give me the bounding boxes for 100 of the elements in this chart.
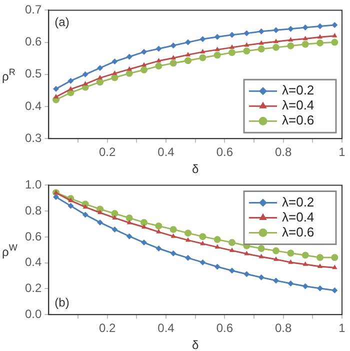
point	[214, 52, 221, 59]
point	[156, 245, 162, 252]
point	[317, 285, 323, 292]
point	[244, 250, 250, 256]
point	[229, 248, 235, 252]
y-tick-label: 1.0	[24, 178, 42, 192]
point	[258, 46, 265, 53]
point	[229, 32, 236, 38]
point	[331, 254, 338, 262]
point	[302, 261, 308, 266]
point	[53, 194, 60, 200]
point	[272, 44, 280, 51]
point	[141, 62, 147, 67]
legend-label: λ=0.6	[282, 224, 314, 240]
point	[170, 55, 176, 60]
x-axis-title: δ	[192, 162, 199, 176]
x-axis-title: δ	[192, 338, 199, 351]
point	[112, 214, 118, 220]
point	[302, 24, 308, 31]
point	[185, 52, 191, 56]
y-tick-label: 0.0	[24, 306, 42, 321]
x-tick-label: 0.2	[99, 321, 116, 336]
x-tick-label: 1	[338, 145, 346, 160]
point	[273, 278, 280, 284]
point	[53, 94, 59, 98]
legend-label: λ=0.4	[282, 209, 314, 224]
point	[332, 32, 338, 38]
point	[82, 212, 88, 218]
point	[273, 256, 279, 261]
x-tick-label: 0.4	[158, 321, 175, 336]
point	[302, 252, 309, 259]
point	[68, 198, 74, 202]
point	[302, 283, 308, 290]
x-tick-label: 0.2	[99, 145, 116, 160]
point	[317, 263, 323, 268]
point	[302, 36, 308, 40]
point	[156, 58, 162, 62]
point	[200, 36, 206, 42]
x-tick-label: 0.8	[274, 145, 292, 160]
point	[258, 40, 264, 45]
point	[141, 224, 147, 229]
point	[68, 202, 74, 209]
point	[97, 219, 104, 226]
point	[170, 233, 176, 238]
point	[316, 39, 324, 46]
point	[332, 22, 338, 28]
y-tick-label: 0.8	[24, 203, 42, 218]
y-tick-label: 0.7	[24, 2, 42, 17]
point	[156, 228, 162, 234]
point	[316, 254, 324, 262]
point	[317, 34, 323, 39]
point	[288, 37, 294, 42]
legend-label: λ=0.4	[282, 98, 314, 113]
point	[317, 23, 323, 30]
point	[111, 74, 118, 82]
point	[140, 218, 148, 226]
point	[287, 250, 294, 257]
point	[126, 70, 133, 77]
point	[170, 226, 177, 233]
point	[288, 259, 294, 264]
legend-label: λ=0.2	[282, 82, 314, 98]
point	[200, 259, 206, 266]
y-tick-label: 0.2	[24, 281, 42, 296]
point	[244, 30, 250, 36]
point	[199, 233, 206, 240]
point	[82, 71, 88, 78]
point	[185, 237, 191, 242]
point	[112, 58, 118, 65]
point	[97, 64, 104, 71]
y-tick-label: 0.6	[24, 34, 42, 49]
point	[185, 39, 192, 46]
point	[200, 48, 206, 54]
point	[112, 70, 118, 75]
point	[332, 264, 338, 270]
point	[53, 86, 60, 92]
point	[184, 230, 192, 237]
point	[140, 66, 148, 74]
point	[258, 244, 265, 252]
point	[272, 247, 280, 254]
point	[185, 254, 192, 261]
point	[126, 214, 133, 222]
point	[273, 38, 279, 44]
annotation: (b)	[54, 296, 70, 310]
point	[82, 204, 88, 209]
point	[244, 271, 250, 278]
point	[156, 46, 162, 52]
point	[258, 274, 264, 280]
point	[228, 239, 236, 246]
point	[126, 66, 132, 71]
y-tick-label: 0.4	[24, 255, 42, 270]
point	[331, 38, 338, 46]
point	[141, 240, 148, 246]
point	[229, 44, 235, 49]
point	[243, 47, 250, 54]
y-tick-label: 0.5	[24, 66, 42, 81]
x-tick-label: 0.8	[274, 321, 292, 336]
legend-label: λ=0.2	[282, 194, 314, 210]
point	[199, 54, 206, 62]
y-tick-label: 0.3	[24, 130, 42, 145]
point	[126, 54, 132, 60]
